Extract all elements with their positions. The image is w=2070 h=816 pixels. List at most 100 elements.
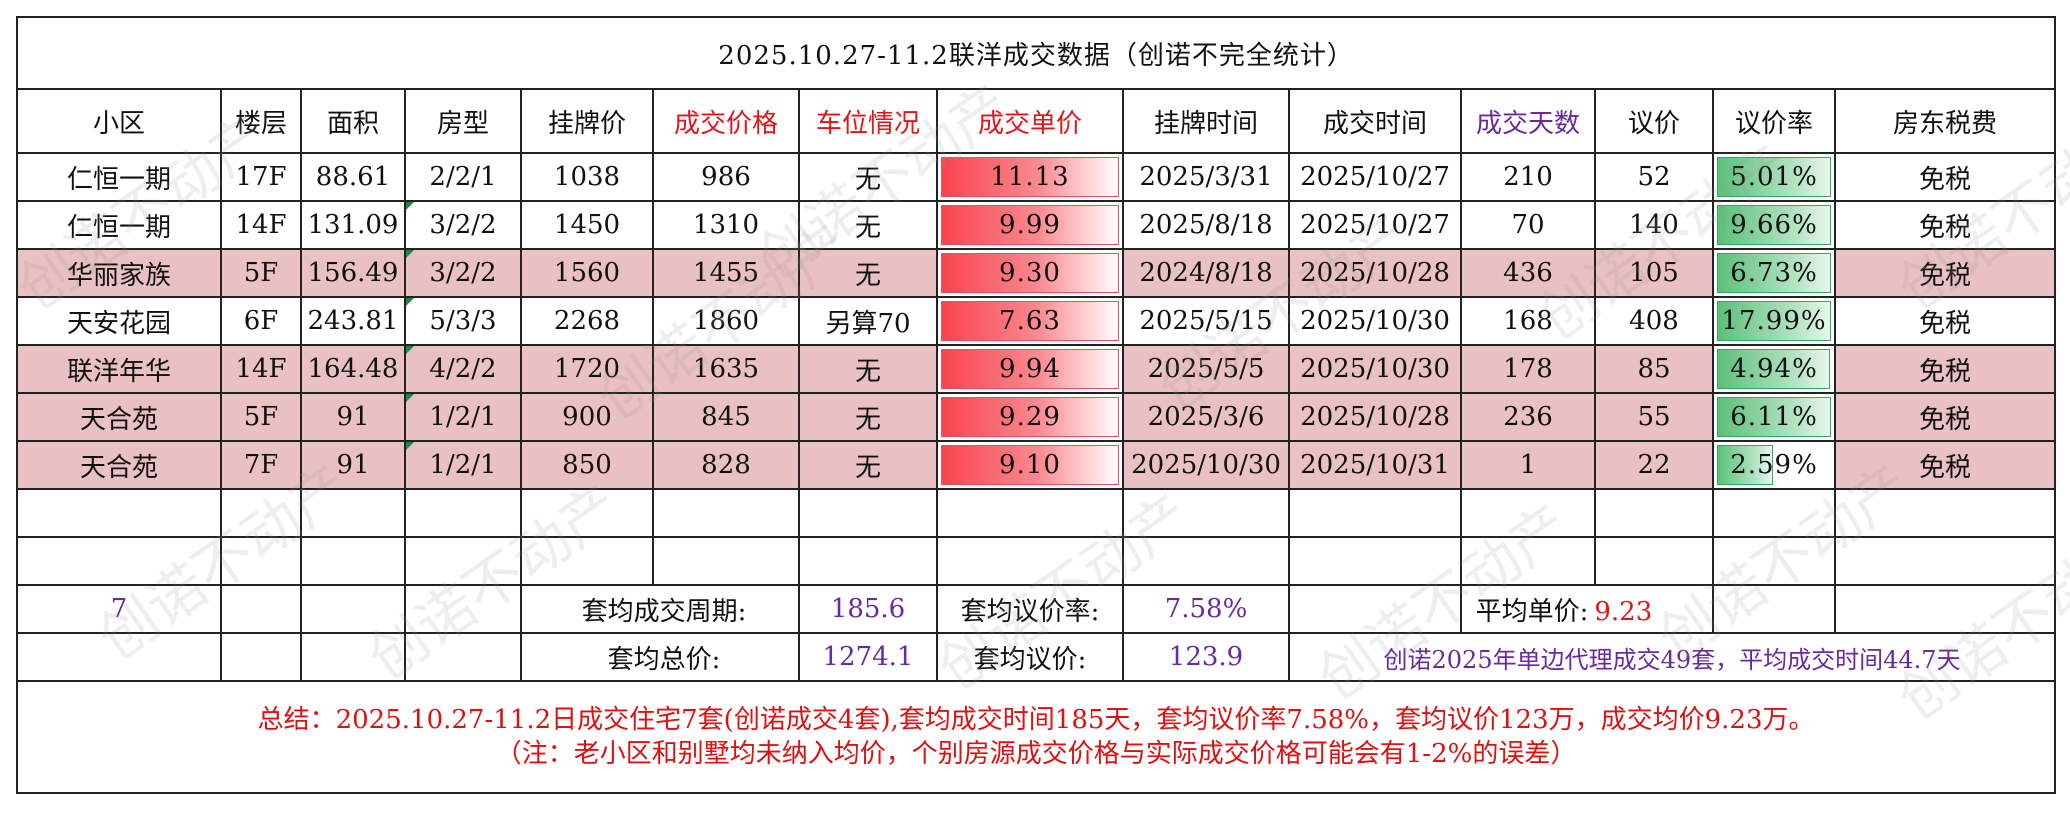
cell-list-price: 1560 xyxy=(520,248,654,298)
cell-list-date-value: 2025/8/18 xyxy=(1139,210,1273,240)
cell-layout: 1/2/1 xyxy=(404,440,522,490)
cell-layout-value: 5/3/3 xyxy=(429,306,497,336)
header-row: 小区 楼层 面积 房型 挂牌价 成交价格 车位情况 成交单价 挂牌时间 成交时间… xyxy=(16,88,2057,154)
cell-bargain-value: 22 xyxy=(1637,450,1671,480)
cell-deal-price-value: 1310 xyxy=(692,210,760,240)
cell-list-price-value: 900 xyxy=(562,402,612,432)
cell-layout-value: 4/2/2 xyxy=(429,354,497,384)
cell-parking: 无 xyxy=(798,152,938,202)
cell-area-value: 91 xyxy=(336,450,370,480)
cell-days-value: 70 xyxy=(1511,210,1545,240)
cell-area: 131.09 xyxy=(300,200,406,250)
unit-price-databar xyxy=(941,301,1119,341)
cell-list-price-value: 1038 xyxy=(553,162,621,192)
rate-databar xyxy=(1717,253,1831,293)
col-header-layout: 房型 xyxy=(404,88,522,154)
cell-rate-value: 4.94% xyxy=(1730,354,1818,384)
cell-unit-price-value: 9.30 xyxy=(999,258,1061,288)
cell-unit-price-value: 9.94 xyxy=(999,354,1061,384)
cell-floor: 5F xyxy=(220,392,302,442)
cell-rate: 2.59% xyxy=(1712,440,1836,490)
cell-list-date-value: 2024/8/18 xyxy=(1139,258,1273,288)
cell-xiaoqu-value: 华丽家族 xyxy=(66,260,171,291)
empty-row xyxy=(16,488,2057,538)
cell-list-date-value: 2025/5/5 xyxy=(1147,354,1265,384)
avg-unit-price: 平均单价: 9.23 xyxy=(1460,584,1714,634)
cell-unit-price-value: 9.29 xyxy=(999,402,1061,432)
cell-bargain: 55 xyxy=(1594,392,1714,442)
cell-list-price-value: 1560 xyxy=(553,258,621,288)
cell-list-price: 850 xyxy=(520,440,654,490)
cell-note-marker xyxy=(407,443,414,450)
cell-floor-value: 14F xyxy=(235,210,287,240)
table-row: 华丽家族 5F 156.49 3/2/2 1560 1455 无 9.30 2024/8/18 2… xyxy=(16,248,2057,298)
avg-total-label: 套均总价: xyxy=(520,632,800,682)
cell-bargain: 52 xyxy=(1594,152,1714,202)
cell-layout-value: 1/2/1 xyxy=(429,402,497,432)
unit-price-databar xyxy=(941,157,1119,197)
cell-days-value: 436 xyxy=(1503,258,1553,288)
unit-price-databar xyxy=(941,445,1119,485)
cell-parking-value: 无 xyxy=(854,404,881,435)
cell-bargain-value: 55 xyxy=(1637,402,1671,432)
cell-list-price-value: 1450 xyxy=(553,210,621,240)
cell-unit-price: 9.30 xyxy=(936,248,1124,298)
cell-tax-value: 免税 xyxy=(1919,260,1972,291)
cell-area-value: 88.61 xyxy=(315,162,391,192)
cell-list-date-value: 2025/5/15 xyxy=(1139,306,1273,336)
cell-parking: 另算70 xyxy=(798,296,938,346)
cell-days-value: 168 xyxy=(1503,306,1553,336)
cell-floor-value: 7F xyxy=(243,450,279,480)
cell-list-date-value: 2025/10/30 xyxy=(1131,450,1281,480)
cell-days-value: 1 xyxy=(1519,450,1537,480)
avg-unit-label: 平均单价: xyxy=(1475,596,1589,627)
avg-rate-value: 7.58% xyxy=(1122,584,1290,634)
cell-parking-value: 无 xyxy=(854,164,881,195)
cell-rate-value: 5.01% xyxy=(1730,162,1818,192)
cell-deal-date-value: 2025/10/27 xyxy=(1300,162,1450,192)
cell-parking-value: 另算70 xyxy=(825,308,911,339)
rate-databar xyxy=(1717,301,1831,341)
cell-deal-date-value: 2025/10/30 xyxy=(1300,354,1450,384)
cell-days: 1 xyxy=(1460,440,1596,490)
cell-tax-value: 免税 xyxy=(1919,308,1972,339)
cell-list-date: 2025/5/15 xyxy=(1122,296,1290,346)
cell-deal-price-value: 1860 xyxy=(692,306,760,336)
cell-deal-date-value: 2025/10/30 xyxy=(1300,306,1450,336)
cell-layout-value: 3/2/2 xyxy=(429,210,497,240)
cell-rate-value: 17.99% xyxy=(1721,306,1827,336)
table-row: 联洋年华 14F 164.48 4/2/2 1720 1635 无 9.94 2025/5/5 2… xyxy=(16,344,2057,394)
cell-deal-date: 2025/10/31 xyxy=(1288,440,1462,490)
cell-tax-value: 免税 xyxy=(1919,356,1972,387)
cell-rate-value: 6.73% xyxy=(1730,258,1818,288)
cell-days-value: 236 xyxy=(1503,402,1553,432)
cell-list-price: 1450 xyxy=(520,200,654,250)
cell-layout: 2/2/1 xyxy=(404,152,522,202)
cell-list-price: 1038 xyxy=(520,152,654,202)
cell-deal-price-value: 986 xyxy=(701,162,751,192)
stats-row-1: 7 套均成交周期: 185.6 套均议价率: 7.58% 平均单价: 9.23 xyxy=(16,584,2057,634)
col-header-floor: 楼层 xyxy=(220,88,302,154)
cell-xiaoqu-value: 仁恒一期 xyxy=(66,164,171,195)
cell-note-marker xyxy=(407,395,414,402)
deal-data-sheet: 2025.10.27-11.2联洋成交数据（创诺不完全统计） 小区 楼层 面积 … xyxy=(6,16,2070,800)
cell-unit-price: 7.63 xyxy=(936,296,1124,346)
deal-count: 7 xyxy=(16,584,222,634)
cell-days: 70 xyxy=(1460,200,1596,250)
cell-deal-price: 1310 xyxy=(652,200,800,250)
cell-tax: 免税 xyxy=(1833,440,2057,490)
cell-xiaoqu-value: 仁恒一期 xyxy=(66,212,171,243)
cell-floor: 7F xyxy=(220,440,302,490)
cell-tax-value: 免税 xyxy=(1919,452,1972,483)
avg-rate-label: 套均议价率: xyxy=(936,584,1124,634)
cell-deal-price-value: 1455 xyxy=(692,258,760,288)
cell-bargain: 140 xyxy=(1594,200,1714,250)
cell-xiaoqu-value: 天安花园 xyxy=(66,308,171,339)
cell-bargain: 22 xyxy=(1594,440,1714,490)
cell-area: 91 xyxy=(300,440,406,490)
cell-list-price-value: 2268 xyxy=(553,306,621,336)
cell-tax: 免税 xyxy=(1833,344,2057,394)
unit-price-databar xyxy=(941,349,1119,389)
cell-deal-price: 845 xyxy=(652,392,800,442)
cell-rate: 9.66% xyxy=(1712,200,1836,250)
